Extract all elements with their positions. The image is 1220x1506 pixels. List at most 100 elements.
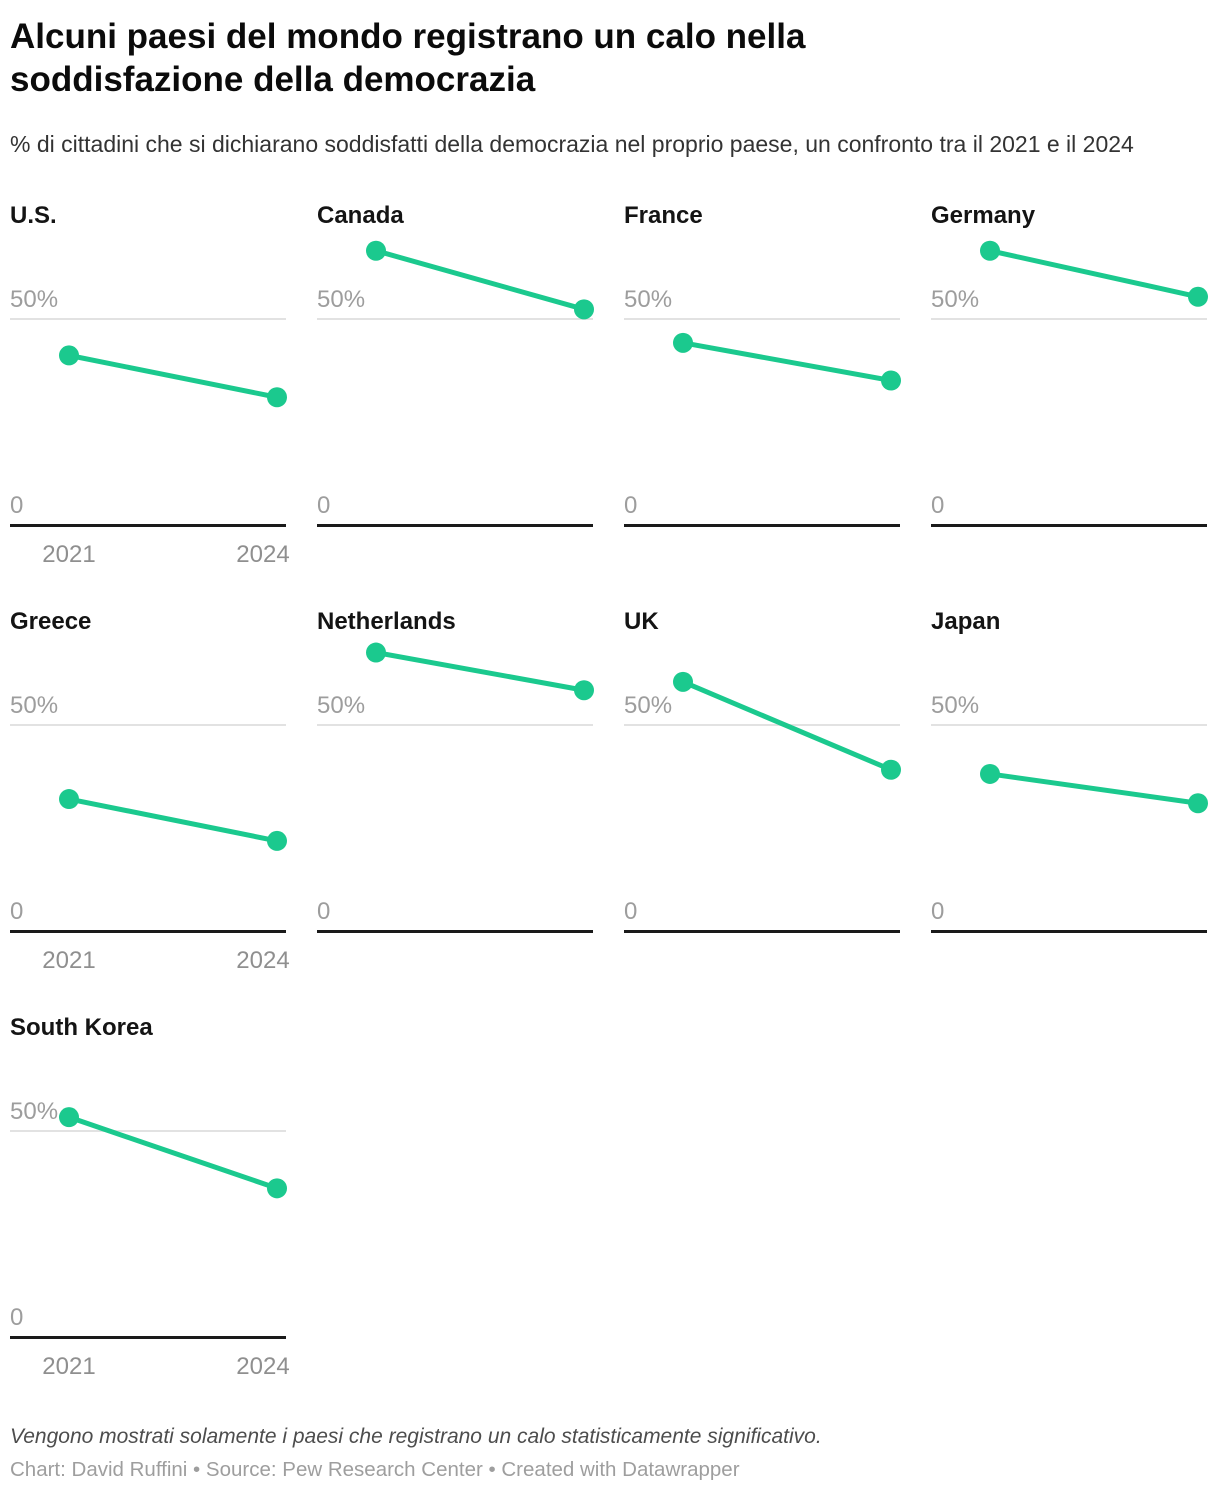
data-point-2024 xyxy=(267,387,287,408)
gridline-50pct xyxy=(931,318,1207,321)
gridline-50pct xyxy=(317,724,593,727)
country-label: France xyxy=(624,202,703,230)
data-point-2021 xyxy=(59,789,79,810)
trend-line xyxy=(66,1115,280,1192)
chart-footnote: Vengono mostrati solamente i paesi che r… xyxy=(10,1425,822,1449)
gridline-50pct-label: 50% xyxy=(624,286,673,314)
trend-line xyxy=(987,248,1201,300)
gridline-50pct-label: 50% xyxy=(624,692,673,720)
baseline-zero-label: 0 xyxy=(931,492,945,520)
panel-plot-area: 50% 0 xyxy=(10,1046,287,1340)
country-panel: South Korea 50% 0 2021 2024 xyxy=(10,1014,290,1385)
gridline-50pct xyxy=(10,1130,286,1133)
trend-line xyxy=(66,796,280,844)
country-label: Netherlands xyxy=(317,608,456,636)
trend-line-chart xyxy=(366,642,594,701)
country-panel: Greece 50% 0 2021 2024 xyxy=(10,608,290,979)
x-tick-2021: 2021 xyxy=(42,1353,96,1381)
small-multiples-grid: U.S. 50% 0 2021 2024 Canada 50% 0 xyxy=(10,202,1210,1385)
trend-line-chart xyxy=(59,1107,287,1199)
data-point-2021 xyxy=(59,1107,79,1128)
x-tick-2021: 2021 xyxy=(42,947,96,975)
data-point-2024 xyxy=(267,1178,287,1199)
trend-line xyxy=(680,679,894,773)
x-axis-ticks: 2021 2024 xyxy=(10,533,290,573)
country-panel: Germany 50% 0 2021 2024 xyxy=(931,202,1208,573)
baseline-zero-label: 0 xyxy=(10,492,24,520)
country-label: U.S. xyxy=(10,202,57,230)
x-tick-2024: 2024 xyxy=(236,947,290,975)
panel-plot-area: 50% 0 xyxy=(10,234,287,528)
gridline-50pct-label: 50% xyxy=(931,692,980,720)
trend-line-chart xyxy=(673,333,901,391)
country-label: South Korea xyxy=(10,1014,153,1042)
panel-plot-area: 50% 0 xyxy=(317,234,594,528)
baseline-zero-label: 0 xyxy=(931,898,945,926)
baseline-zero-label: 0 xyxy=(317,898,331,926)
gridline-50pct-label: 50% xyxy=(10,692,59,720)
country-label: Japan xyxy=(931,608,1001,636)
gridline-50pct xyxy=(10,318,286,321)
data-point-2024 xyxy=(881,760,901,781)
trend-line-chart xyxy=(980,764,1208,814)
data-point-2024 xyxy=(574,680,594,701)
gridline-50pct-label: 50% xyxy=(317,692,366,720)
trend-line xyxy=(373,248,587,313)
trend-line xyxy=(987,771,1201,807)
country-panel: Canada 50% 0 2021 2024 xyxy=(317,202,594,573)
country-panel: UK 50% 0 2021 2024 xyxy=(624,608,901,979)
panel-plot-area: 50% 0 xyxy=(624,640,901,934)
baseline-zero-label: 0 xyxy=(317,492,331,520)
x-axis-ticks: 2021 2024 xyxy=(10,939,290,979)
panel-plot-area: 50% 0 xyxy=(624,234,901,528)
chart-credits: Chart: David Ruffini • Source: Pew Resea… xyxy=(10,1458,740,1482)
baseline-zero-label: 0 xyxy=(624,898,638,926)
gridline-50pct-label: 50% xyxy=(931,286,980,314)
data-point-2024 xyxy=(881,370,901,391)
data-point-2021 xyxy=(980,764,1000,785)
data-point-2024 xyxy=(574,299,594,320)
country-label: Germany xyxy=(931,202,1036,230)
panel-plot-area: 50% 0 xyxy=(317,640,594,934)
data-point-2024 xyxy=(1188,793,1208,814)
data-point-2021 xyxy=(59,345,79,366)
baseline-zero-label: 0 xyxy=(10,898,24,926)
gridline-50pct xyxy=(931,724,1207,727)
panel-plot-area: 50% 0 xyxy=(931,640,1208,934)
trend-line-chart xyxy=(366,241,594,320)
trend-line xyxy=(680,340,894,384)
country-label: Canada xyxy=(317,202,404,230)
gridline-50pct xyxy=(317,318,593,321)
page-title: Alcuni paesi del mondo registrano un cal… xyxy=(10,17,806,99)
country-panel: U.S. 50% 0 2021 2024 xyxy=(10,202,290,573)
baseline-zero-label: 0 xyxy=(10,1304,24,1332)
panel-plot-area: 50% 0 xyxy=(10,640,287,934)
gridline-50pct-label: 50% xyxy=(10,286,59,314)
gridline-50pct xyxy=(624,724,900,727)
baseline-zero-label: 0 xyxy=(624,492,638,520)
country-panel: France 50% 0 2021 2024 xyxy=(624,202,901,573)
gridline-50pct-label: 50% xyxy=(10,1098,59,1126)
trend-line xyxy=(66,353,280,401)
data-point-2021 xyxy=(366,642,386,663)
country-label: UK xyxy=(624,608,659,636)
data-point-2021 xyxy=(980,241,1000,262)
trend-line-chart xyxy=(980,241,1208,308)
trend-line-chart xyxy=(59,345,287,408)
gridline-50pct xyxy=(624,318,900,321)
gridline-50pct xyxy=(10,724,286,727)
panel-plot-area: 50% 0 xyxy=(931,234,1208,528)
trend-line-chart xyxy=(673,672,901,781)
trend-line-chart xyxy=(59,789,287,852)
x-axis-ticks: 2021 2024 xyxy=(10,1345,290,1385)
data-point-2021 xyxy=(673,672,693,693)
chart-subtitle: % di cittadini che si dichiarano soddisf… xyxy=(10,131,1134,158)
country-panel: Netherlands 50% 0 2021 2024 xyxy=(317,608,594,979)
country-panel: Japan 50% 0 2021 2024 xyxy=(931,608,1208,979)
x-tick-2024: 2024 xyxy=(236,541,290,569)
data-point-2021 xyxy=(366,241,386,262)
x-tick-2024: 2024 xyxy=(236,1353,290,1381)
trend-line xyxy=(373,650,587,694)
data-point-2024 xyxy=(1188,287,1208,308)
data-point-2021 xyxy=(673,333,693,354)
